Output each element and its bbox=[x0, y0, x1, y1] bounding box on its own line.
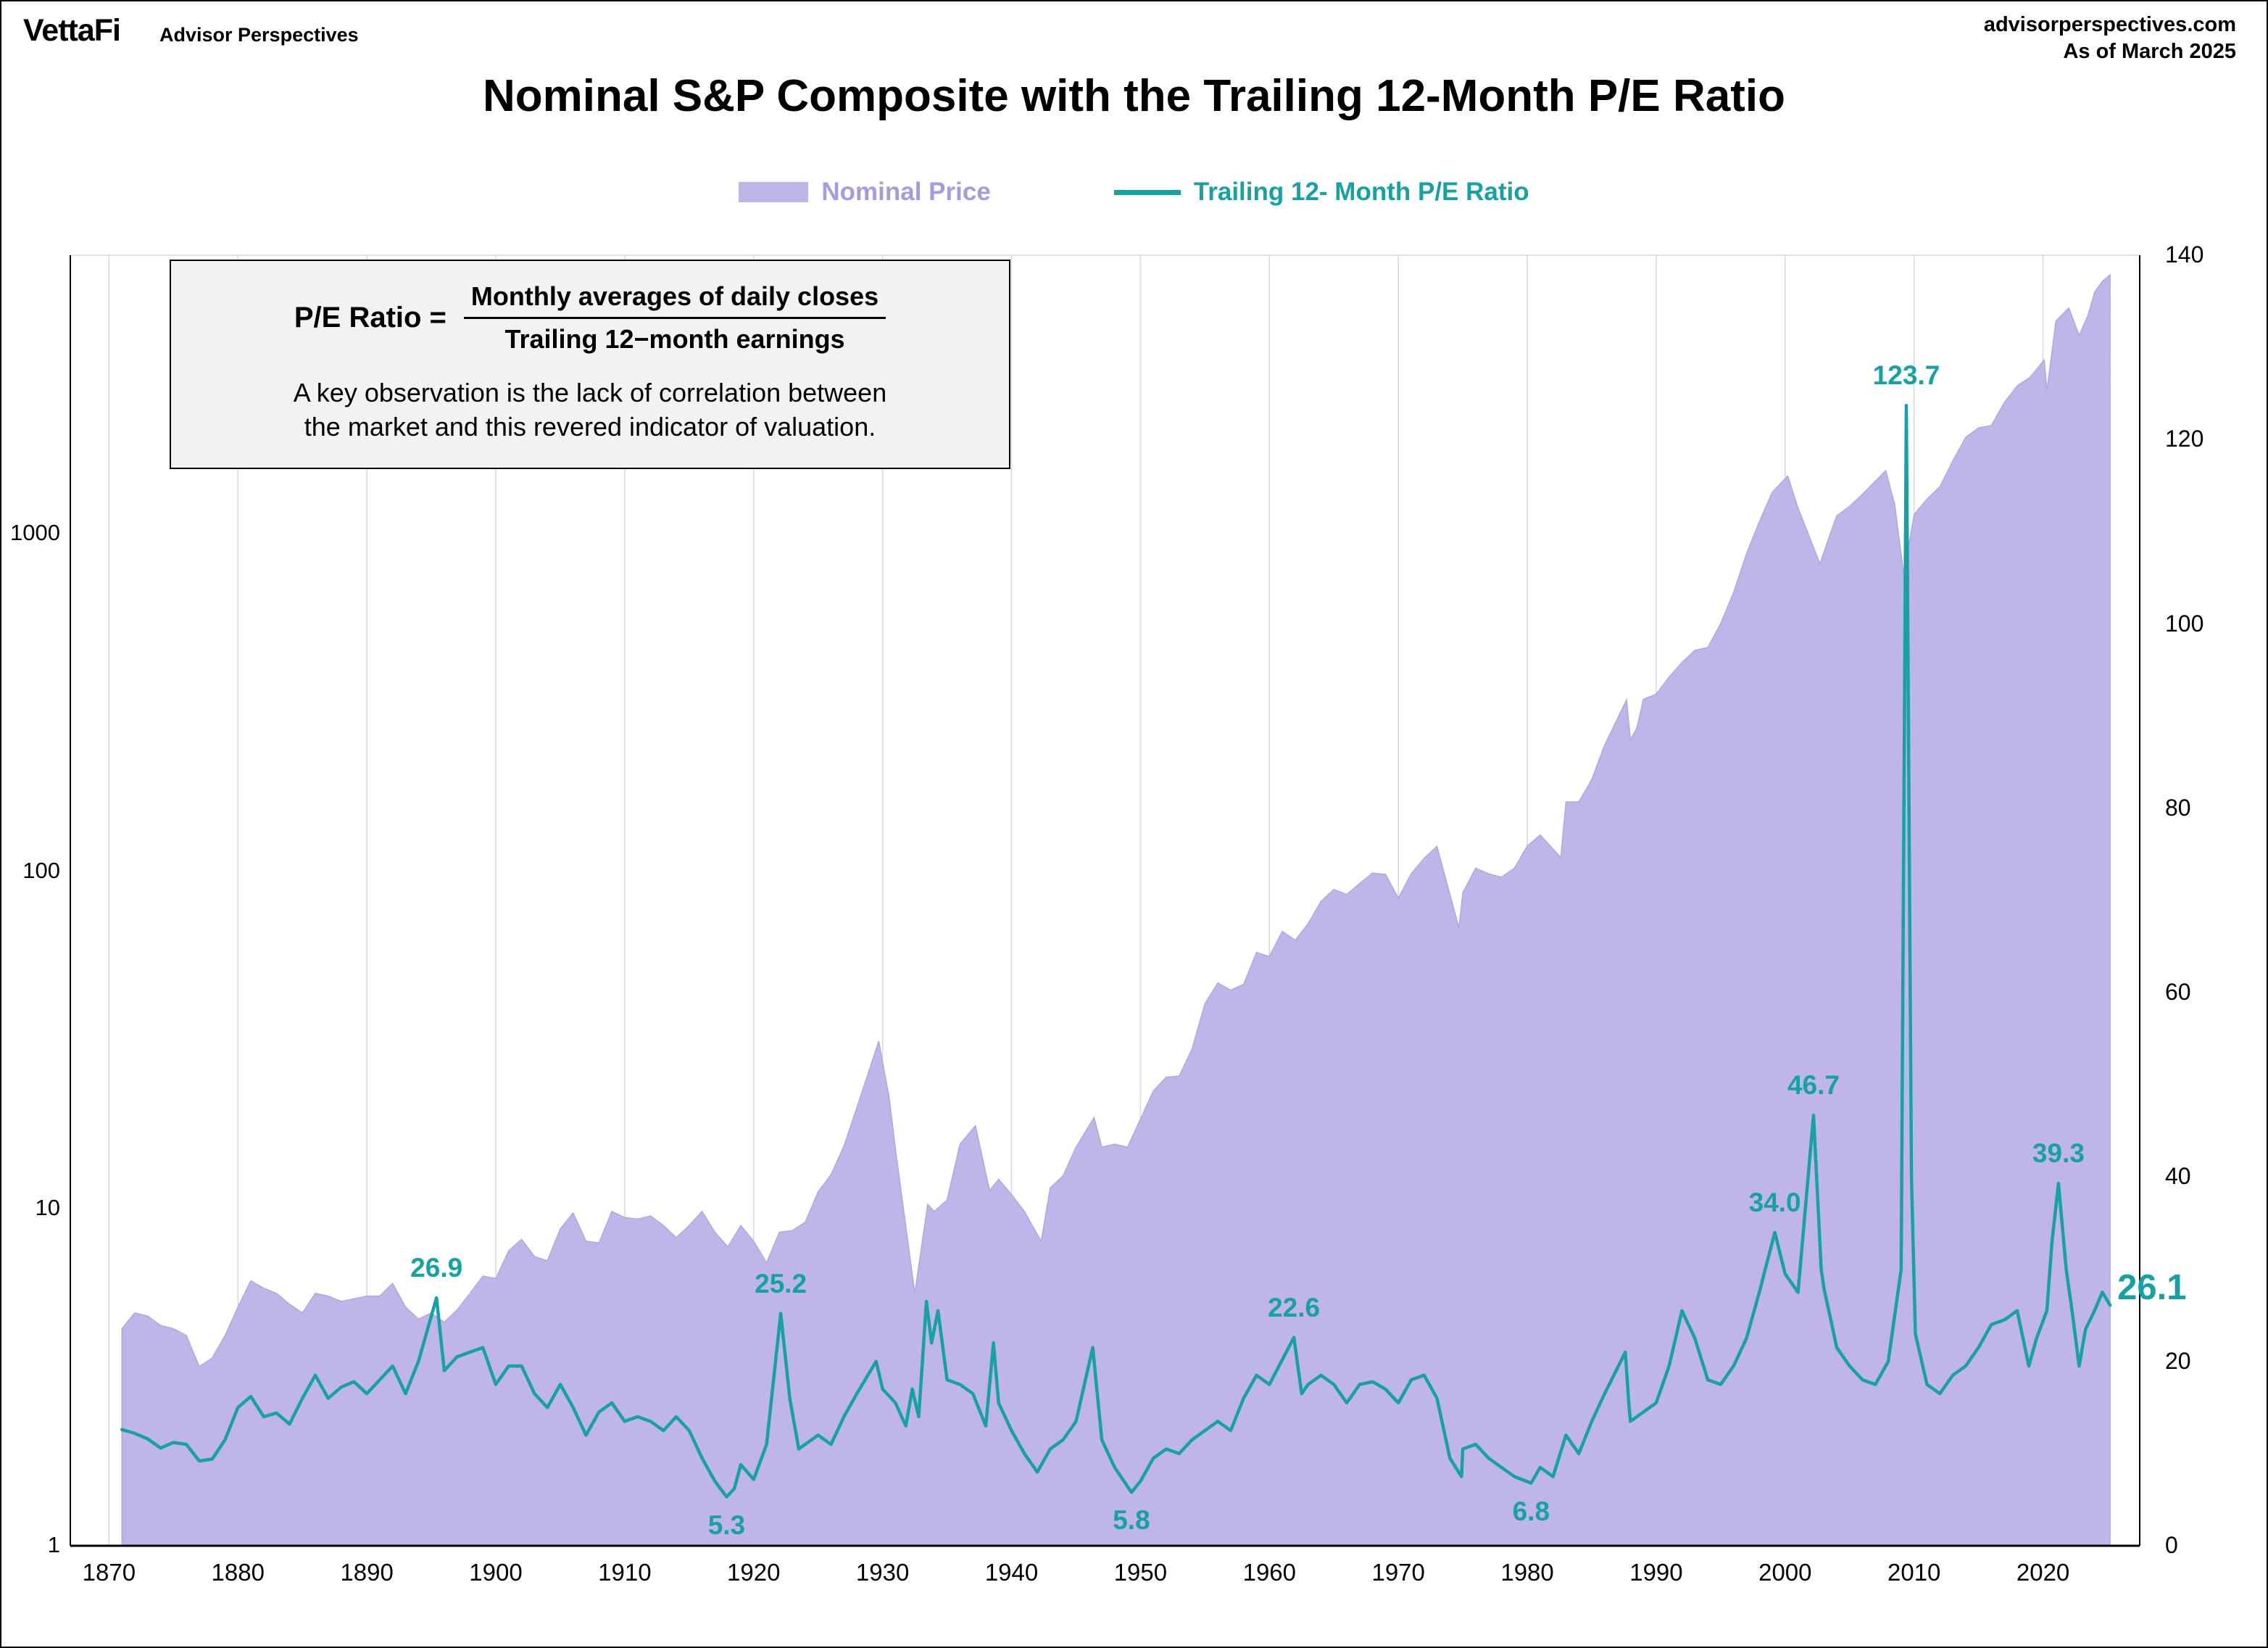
legend: Nominal Price Trailing 12- Month P/E Rat… bbox=[1, 178, 2267, 207]
formula-denominator: Trailing 12−month earnings bbox=[504, 324, 845, 354]
pe-ratio-legend-label: Trailing 12- Month P/E Ratio bbox=[1193, 178, 1529, 206]
source-block: advisorperspectives.com As of March 2025 bbox=[1984, 12, 2236, 65]
pe-ratio-label: P/E Ratio = bbox=[294, 302, 446, 334]
formula-numerator: Monthly averages of daily closes bbox=[463, 281, 886, 319]
pe-ratio-line bbox=[120, 403, 2112, 1499]
chart-title: Nominal S&P Composite with the Trailing … bbox=[482, 71, 1785, 121]
nominal-price-area bbox=[121, 273, 2111, 1546]
legend-item-pe-ratio: Trailing 12- Month P/E Ratio bbox=[1113, 178, 1529, 207]
pe-ratio-swatch bbox=[1113, 189, 1181, 195]
source-site: advisorperspectives.com bbox=[1983, 13, 2236, 36]
pe-definition-box: P/E Ratio = Monthly averages of daily cl… bbox=[170, 260, 1010, 469]
pe-formula-fraction: Monthly averages of daily closes Trailin… bbox=[463, 281, 886, 355]
observation-note-line1: A key observation is the lack of correla… bbox=[293, 378, 887, 407]
pe-formula: P/E Ratio = Monthly averages of daily cl… bbox=[186, 281, 994, 355]
observation-note: A key observation is the lack of correla… bbox=[186, 376, 994, 444]
nominal-price-swatch bbox=[739, 182, 809, 202]
brand-name: Advisor Perspectives bbox=[159, 24, 359, 46]
observation-note-line2: the market and this revered indicator of… bbox=[304, 411, 876, 442]
vettafi-logo: VettaFi bbox=[23, 13, 121, 48]
as-of-date: As of March 2025 bbox=[2063, 40, 2236, 64]
nominal-price-legend-label: Nominal Price bbox=[821, 178, 991, 206]
legend-item-nominal-price: Nominal Price bbox=[739, 178, 991, 207]
